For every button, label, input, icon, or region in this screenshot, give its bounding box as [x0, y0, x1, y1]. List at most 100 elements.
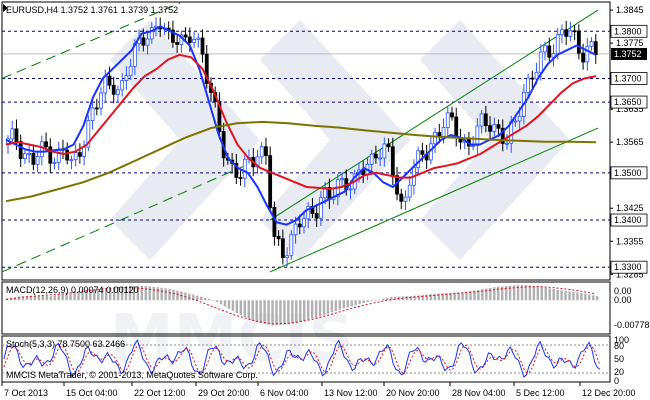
level-label-box	[610, 166, 648, 180]
candle-body	[183, 34, 188, 38]
macd-bar	[105, 288, 108, 301]
candle-body	[48, 146, 53, 164]
macd-bar	[219, 300, 223, 305]
trend-channels	[1, 2, 599, 273]
candle-body	[86, 120, 91, 148]
current-price-label: 1.3752	[614, 49, 642, 59]
stoch-tick-100: 100	[614, 335, 629, 345]
macd-low-label: -0.00778	[614, 320, 650, 330]
candle-body	[373, 153, 378, 159]
level-label-box	[610, 95, 648, 109]
macd-bar	[330, 300, 334, 313]
macd-bar	[425, 294, 429, 301]
macd-bar	[461, 292, 464, 301]
ma-line-slow	[5, 120, 597, 203]
macd-bar	[306, 300, 310, 320]
macd-bar	[544, 287, 547, 301]
macd-bar	[592, 295, 595, 301]
main-panel-frame	[1, 1, 611, 281]
candle-body	[492, 124, 497, 132]
macd-bar	[382, 298, 385, 301]
stoch-k-line	[3, 339, 601, 379]
x-tick-label: 5 Dec 12:00	[516, 388, 565, 398]
candle-body	[297, 223, 302, 228]
macd-bar	[334, 300, 338, 312]
macd-bar	[350, 300, 353, 307]
y-tick-label: 1.3565	[616, 137, 644, 147]
candle-body	[276, 236, 281, 240]
macd-bar	[69, 292, 72, 301]
macd-bar	[449, 292, 452, 301]
macd-bar	[73, 292, 76, 301]
moving-average-lines	[5, 25, 597, 226]
macd-bar	[17, 296, 21, 301]
macd-bar	[243, 300, 246, 318]
macd-bar	[128, 286, 132, 301]
candle-body	[314, 213, 319, 219]
candle-body	[52, 161, 57, 164]
candle-body	[585, 45, 590, 63]
macd-bar	[53, 295, 56, 301]
candle-body	[10, 128, 15, 140]
candle-body	[124, 75, 129, 81]
candle-body	[103, 75, 108, 94]
macd-bar	[473, 290, 476, 301]
macd-bar	[160, 287, 163, 301]
candle-body	[576, 30, 581, 54]
macd-bar	[548, 288, 551, 301]
candle-body	[154, 25, 158, 28]
macd-zero-label: 0.00	[614, 295, 632, 305]
macd-bar	[465, 291, 468, 301]
candle-body	[555, 34, 560, 55]
arrow-icon	[3, 4, 8, 12]
y-tick-label: 1.3285	[616, 269, 644, 279]
candle-body	[547, 45, 552, 58]
candle-body	[35, 156, 40, 165]
candle-body	[475, 125, 480, 146]
candle-body	[200, 37, 205, 55]
macd-bar	[136, 285, 140, 301]
candle-body	[27, 153, 32, 155]
candle-body	[479, 113, 484, 127]
candle-body	[259, 146, 264, 158]
macd-panel-frame	[1, 281, 611, 335]
candle-body	[23, 153, 27, 159]
candle-body	[242, 158, 247, 179]
macd-bar	[287, 300, 290, 325]
x-tick-label: 12 Dec 20:00	[582, 388, 636, 398]
candle-body	[323, 187, 328, 199]
macd-bar	[421, 295, 425, 301]
macd-bar	[497, 286, 500, 301]
macd-bar	[508, 285, 512, 301]
candle-body	[526, 77, 531, 93]
macd-panel: MACD(12,26,9) 0.00074 0.00120 0.00 0.00 …	[1, 281, 650, 335]
macd-bar	[140, 285, 144, 301]
level-label: 1.3400	[614, 215, 642, 225]
candle-body	[445, 112, 450, 128]
level-label: 1.3500	[614, 168, 642, 178]
candle-body	[416, 150, 421, 168]
macd-bar	[524, 285, 528, 301]
candle-body	[441, 127, 446, 137]
macd-bar	[152, 286, 155, 301]
macd-bar	[596, 296, 599, 301]
macd-bar	[200, 296, 203, 301]
candle-series	[6, 17, 598, 267]
ma-line-medium	[5, 53, 597, 190]
candle-body	[564, 29, 569, 37]
candle-body	[289, 234, 294, 257]
y-tick-label: 1.3425	[616, 203, 644, 213]
level-lines	[2, 30, 610, 268]
macd-bar	[259, 300, 262, 324]
watermark-text: MMCIS	[110, 302, 354, 376]
macd-bar	[303, 300, 306, 321]
candle-body	[141, 37, 146, 46]
macd-bar	[283, 300, 286, 325]
candle-body	[403, 196, 408, 202]
macd-bar	[77, 291, 80, 301]
macd-bar	[116, 287, 120, 301]
candle-body	[171, 29, 175, 43]
macd-bar	[271, 300, 274, 326]
macd-bar	[57, 294, 60, 301]
